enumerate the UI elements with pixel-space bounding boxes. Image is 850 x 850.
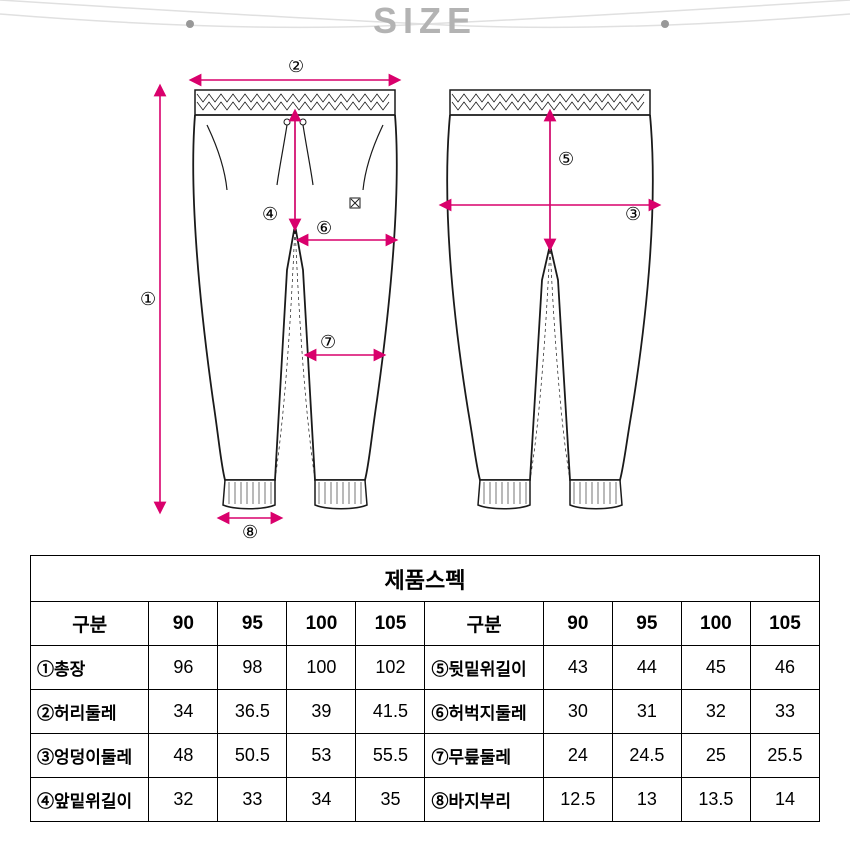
size-banner: SIZE [0,0,850,45]
hdr-r0: 구분 [425,602,543,646]
row-l3-v2: 34 [287,778,356,822]
row-r0-v3: 46 [750,646,819,690]
spec-table: 제품스펙 구분 90 95 100 105 구분 90 95 100 105 ①… [30,555,820,822]
hdr-l2: 95 [218,602,287,646]
row-l2-v3: 55.5 [356,734,425,778]
row-l2-v0: 48 [149,734,218,778]
row-r2-v0: 24 [543,734,612,778]
row-l3-v3: 35 [356,778,425,822]
row-r3-v3: 14 [750,778,819,822]
row-l1-v2: 39 [287,690,356,734]
row-r3-label: ⑧바지부리 [425,778,543,822]
table-title: 제품스펙 [31,556,820,602]
row-r3-v0: 12.5 [543,778,612,822]
row-l2-v1: 50.5 [218,734,287,778]
row-l1-v0: 34 [149,690,218,734]
row-r0-v2: 45 [681,646,750,690]
row-r3-v1: 13 [612,778,681,822]
row-l3-v1: 33 [218,778,287,822]
row-r2-v2: 25 [681,734,750,778]
hdr-r4: 105 [750,602,819,646]
row-l0-label: ①총장 [31,646,149,690]
row-r0-v0: 43 [543,646,612,690]
row-l0-v2: 100 [287,646,356,690]
marker-6: ⑥ [316,218,332,238]
row-l1-label: ②허리둘레 [31,690,149,734]
row-r1-label: ⑥허벅지둘레 [425,690,543,734]
row-r1-v2: 32 [681,690,750,734]
row-l0-v3: 102 [356,646,425,690]
row-r1-v3: 33 [750,690,819,734]
hdr-l3: 100 [287,602,356,646]
row-r0-v1: 44 [612,646,681,690]
row-l0-v0: 96 [149,646,218,690]
pants-diagram: ① ② ④ ⑥ ⑦ ⑧ ⑤ ③ [0,60,850,540]
row-r3-v2: 13.5 [681,778,750,822]
row-l2-label: ③엉덩이둘레 [31,734,149,778]
size-title: SIZE [373,0,477,42]
row-r2-v3: 25.5 [750,734,819,778]
row-l0-v1: 98 [218,646,287,690]
marker-8: ⑧ [242,522,258,540]
row-l3-label: ④앞밑위길이 [31,778,149,822]
marker-5: ⑤ [558,149,574,169]
row-l1-v3: 41.5 [356,690,425,734]
row-r2-label: ⑦무릎둘레 [425,734,543,778]
row-r0-label: ⑤뒷밑위길이 [425,646,543,690]
row-r2-v1: 24.5 [612,734,681,778]
marker-7: ⑦ [320,332,336,352]
hdr-l1: 90 [149,602,218,646]
hdr-l4: 105 [356,602,425,646]
marker-3: ③ [625,204,641,224]
hdr-r1: 90 [543,602,612,646]
row-l1-v1: 36.5 [218,690,287,734]
hdr-l0: 구분 [31,602,149,646]
row-l3-v0: 32 [149,778,218,822]
row-r1-v0: 30 [543,690,612,734]
marker-4: ④ [262,204,278,224]
hdr-r2: 95 [612,602,681,646]
marker-1: ① [140,289,156,309]
row-l2-v2: 53 [287,734,356,778]
row-r1-v1: 31 [612,690,681,734]
hdr-r3: 100 [681,602,750,646]
marker-2: ② [288,60,304,76]
